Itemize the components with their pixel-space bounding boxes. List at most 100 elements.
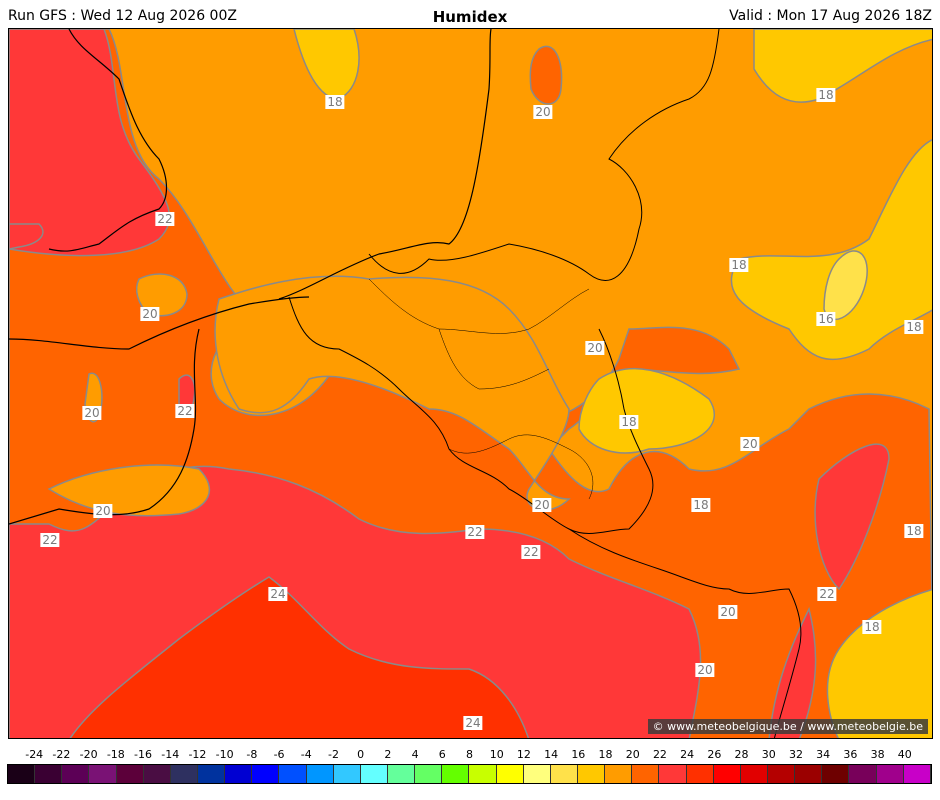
legend-tick-label: -6: [273, 748, 285, 761]
contour-label-fe-18: 18: [904, 320, 924, 334]
legend-tick-label: 40: [897, 748, 912, 761]
legend-tick-label: 30: [761, 748, 776, 761]
legend-tick-label: -8: [246, 748, 258, 761]
band-18-lux: [578, 367, 716, 454]
legend-swatch: [387, 765, 416, 783]
valid-time: Valid : Mon 17 Aug 2026 18Z: [729, 8, 932, 24]
band-22-blob-uk2: [9, 223, 44, 250]
legend-tick-label: -12: [188, 748, 207, 761]
legend-tick-label: 8: [466, 748, 473, 761]
legend-colorbar: [7, 764, 932, 784]
legend-swatch: [903, 765, 931, 783]
band-20-blob-n: [529, 45, 563, 105]
legend-tick-label: -18: [106, 748, 125, 761]
legend-swatch: [659, 765, 687, 783]
legend-tick-label: -16: [134, 748, 152, 761]
legend-ticks: -24 -22 -20 -18 -16 -14 -12 -10 -8 -6 -4 -2 0 2 4 6 8 10 1…: [0, 748, 940, 762]
legend-tick-label: 4: [411, 748, 419, 761]
legend-swatch: [496, 765, 524, 783]
legend-swatch: [469, 765, 497, 783]
legend-swatch: [306, 765, 334, 783]
legend-swatch: [686, 765, 714, 783]
band-18-east: [730, 139, 932, 361]
legend-swatch: [62, 765, 90, 783]
contour-label-ne-18: 18: [816, 88, 836, 102]
legend-swatch: [605, 765, 633, 783]
band-20-blob-cal: [136, 273, 188, 317]
legend-tick-label: 12: [516, 748, 531, 761]
legend-tick-label: 32: [788, 748, 803, 761]
legend-tick-label: 2: [384, 748, 392, 761]
legend-swatch: [225, 765, 253, 783]
contour-label-cal-20: 20: [140, 307, 160, 321]
coastline: [9, 29, 492, 525]
band-20-22-center: [214, 275, 571, 511]
legend-tick-label: 38: [870, 748, 885, 761]
legend-tick-label: -4: [300, 748, 312, 761]
contour-label-bre-22: 22: [40, 533, 60, 547]
legend-swatch: [415, 765, 443, 783]
contour-label-s-24: 24: [463, 716, 483, 730]
contour-label-se-18: 18: [862, 620, 882, 634]
contour-label-e-18: 18: [729, 258, 749, 272]
legend-swatch: [767, 765, 796, 783]
contour-field: [9, 29, 932, 738]
legend-swatch: [849, 765, 877, 783]
legend-tick-label: -14: [161, 748, 180, 761]
legend-swatch: [197, 765, 226, 783]
humidex-map[interactable]: 18 20 18 22 20 18 16 18 20 20 22 18 20 2…: [8, 28, 933, 739]
legend-swatch: [8, 765, 36, 783]
legend-swatch: [876, 765, 904, 783]
contour-label-rh-22: 22: [817, 587, 837, 601]
legend-swatch: [523, 765, 551, 783]
band-16-east: [823, 250, 868, 321]
contour-label-w-20: 20: [82, 406, 102, 420]
legend-tick-label: 36: [843, 748, 858, 761]
legend-tick-label: -22: [52, 748, 71, 761]
legend-tick-label: 22: [652, 748, 667, 761]
contour-label-fe2-18: 18: [904, 524, 924, 538]
contour-label-coast-22: 22: [175, 404, 195, 418]
legend-swatch: [333, 765, 361, 783]
contour-label-se2-20: 20: [695, 663, 715, 677]
legend-swatch: [116, 765, 144, 783]
contour-label-e-16: 16: [816, 312, 836, 326]
legend-swatch: [279, 765, 307, 783]
legend-tick-label: 0: [357, 748, 365, 761]
legend-swatch: [713, 765, 741, 783]
contour-label-par-22: 22: [465, 525, 485, 539]
contour-label-uk-22: 22: [155, 212, 175, 226]
legend-swatch: [795, 765, 823, 783]
legend-tick-label: -20: [79, 748, 98, 761]
legend-swatch: [143, 765, 171, 783]
legend-tick-label: 28: [734, 748, 749, 761]
legend-tick-label: 14: [544, 748, 559, 761]
legend-swatch: [360, 765, 388, 783]
contour-label-e3-18: 18: [691, 498, 711, 512]
legend-tick-label: 34: [816, 748, 831, 761]
region-borders: [368, 278, 594, 500]
contour-label-lor-20: 20: [532, 498, 552, 512]
legend-swatch: [170, 765, 198, 783]
contour-label-lor-22: 22: [521, 545, 541, 559]
legend-tick-label: 16: [571, 748, 586, 761]
band-24-east: [814, 443, 890, 591]
legend-tick-label: 18: [598, 748, 613, 761]
contour-label-se-20: 20: [718, 605, 738, 619]
legend-tick-label: 6: [438, 748, 446, 761]
legend-swatch: [252, 765, 280, 783]
contour-label-bre-20: 20: [93, 504, 113, 518]
contour-label-lux-18: 18: [619, 415, 639, 429]
legend-swatch: [577, 765, 606, 783]
contour-label-e2-20: 20: [740, 437, 760, 451]
legend-tick-label: 26: [707, 748, 722, 761]
legend-swatch: [632, 765, 660, 783]
legend-tick-label: -2: [327, 748, 339, 761]
legend-tick-label: 24: [680, 748, 695, 761]
legend-swatch: [89, 765, 117, 783]
band-24-uk: [9, 29, 171, 257]
legend-swatch: [740, 765, 768, 783]
legend-swatch: [822, 765, 850, 783]
legend-swatch: [550, 765, 578, 783]
contour-label-mid-20: 20: [585, 341, 605, 355]
